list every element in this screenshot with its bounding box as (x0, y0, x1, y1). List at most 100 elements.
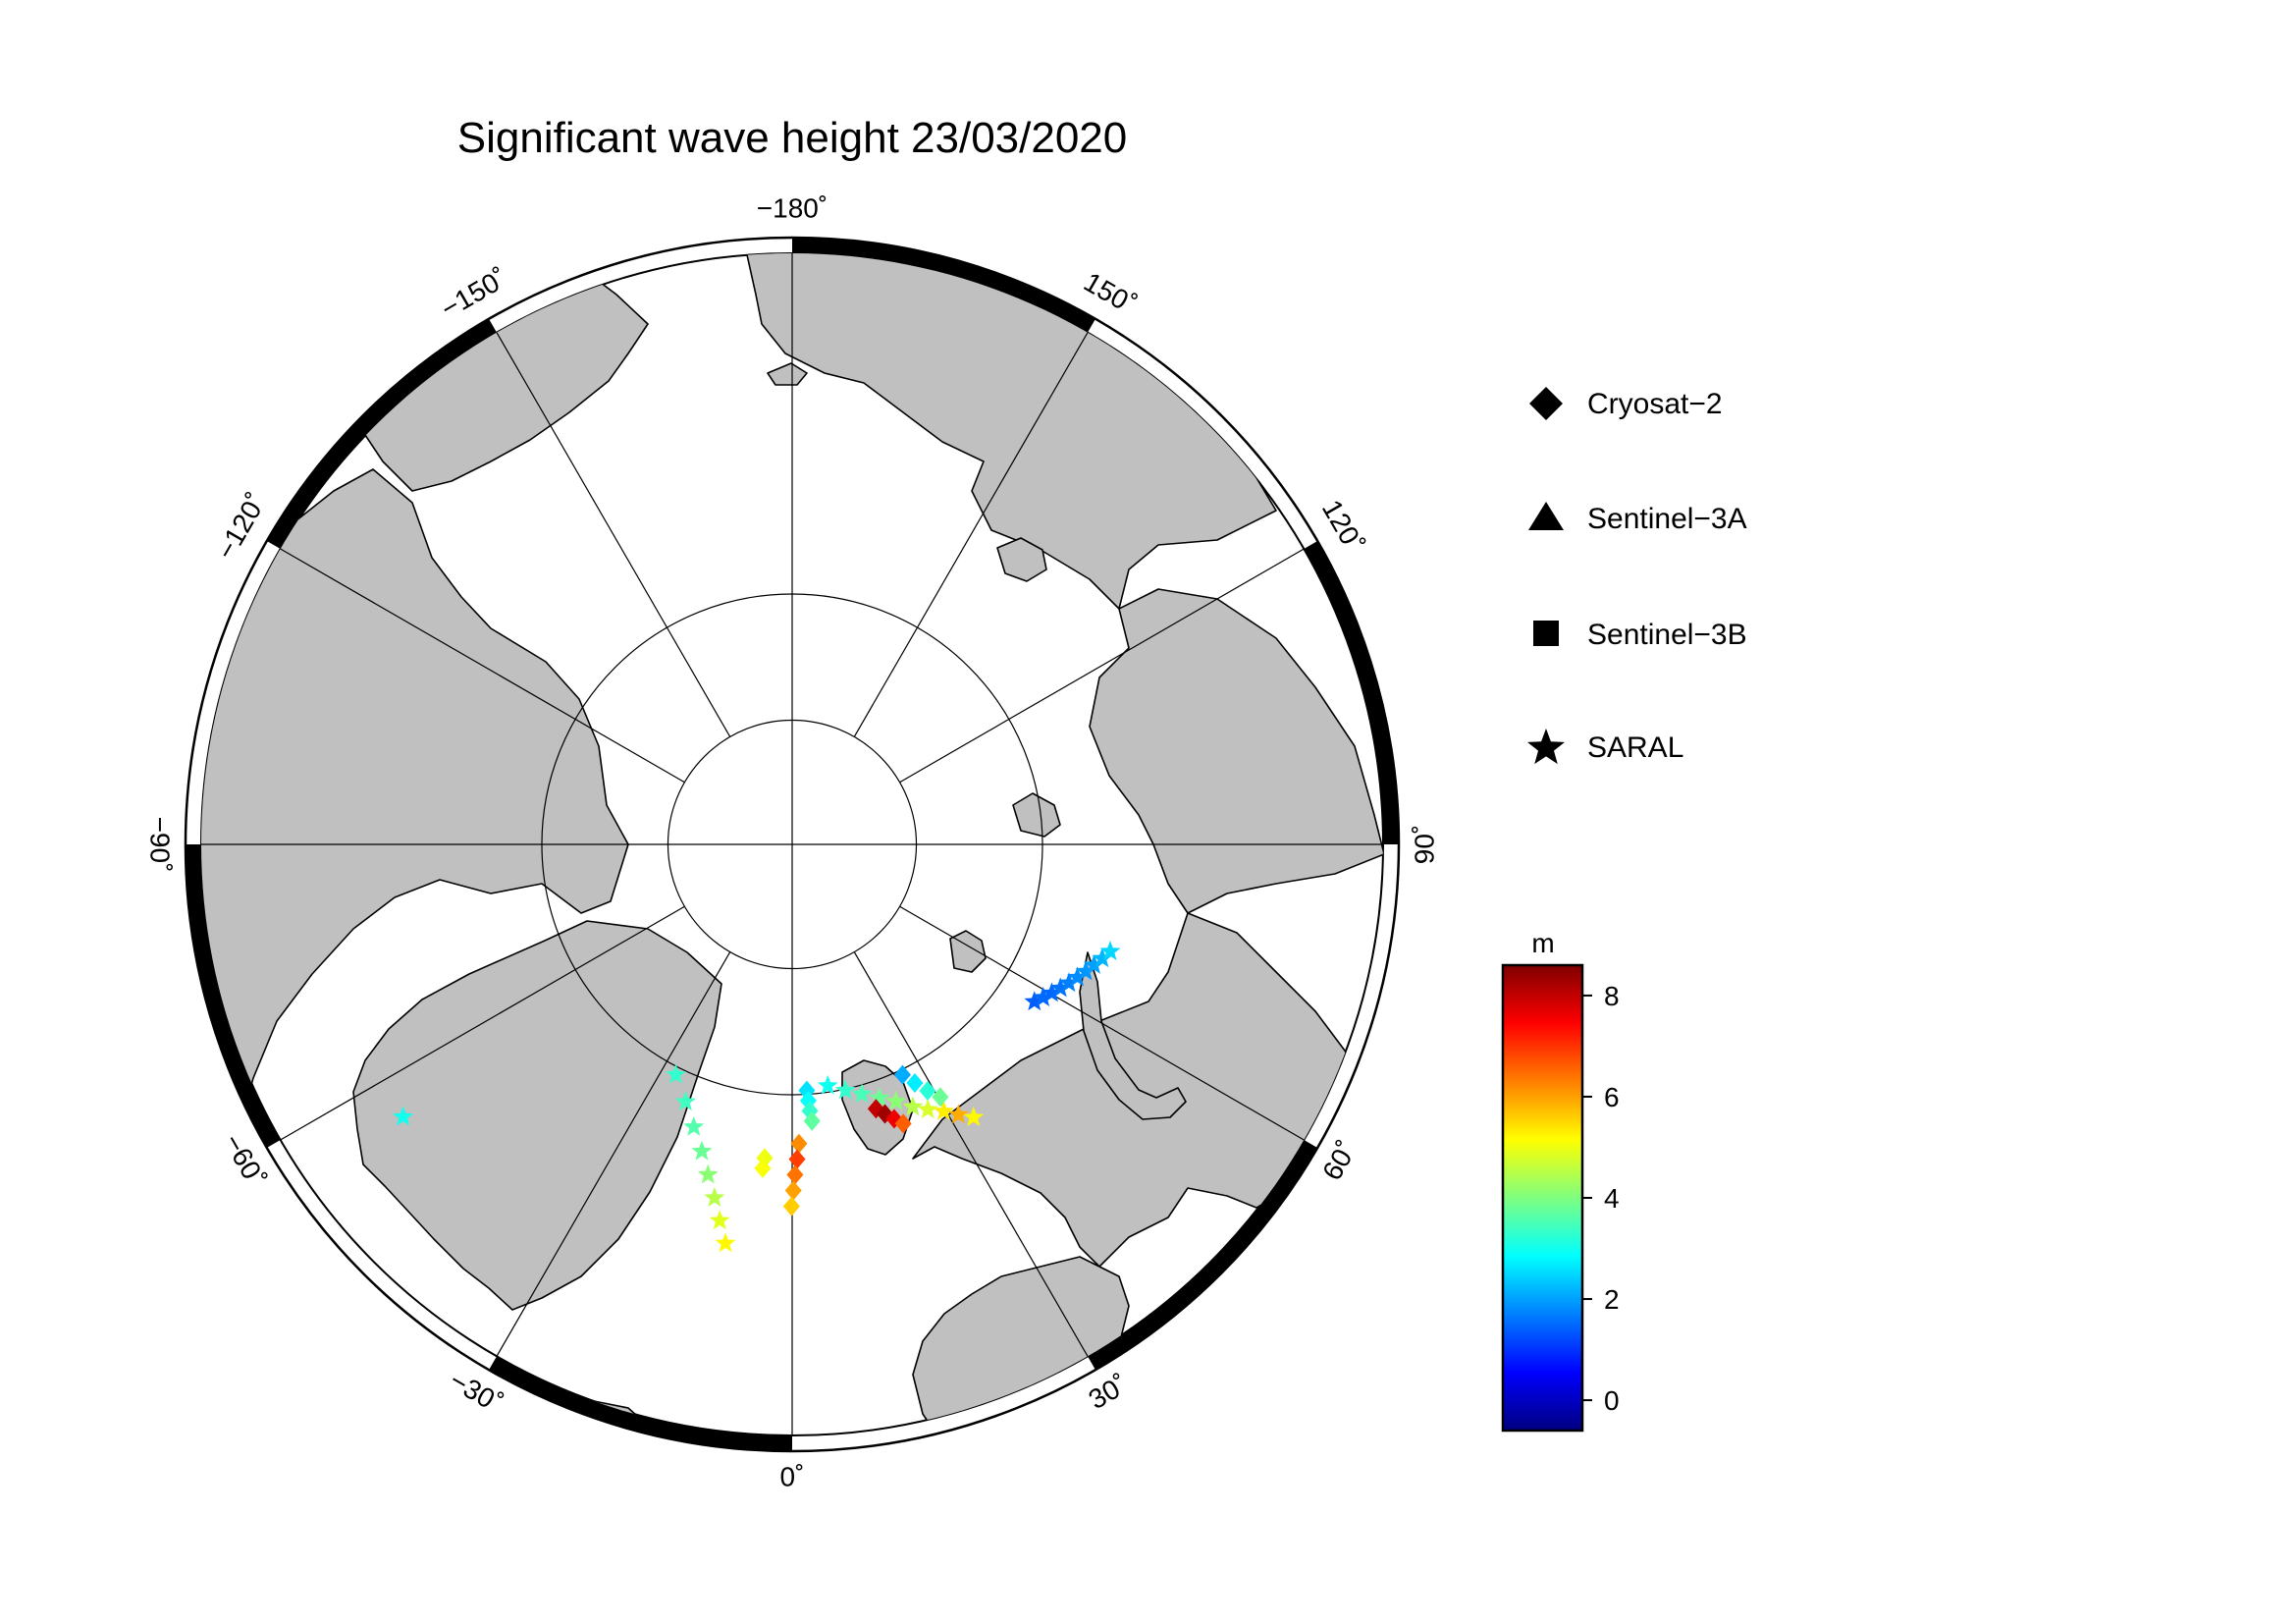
diamond-icon (1529, 387, 1563, 420)
star-marker (834, 1079, 856, 1100)
meridian-line (280, 548, 685, 784)
colorbar-tick-label: 8 (1604, 981, 1620, 1011)
frame-tick-segment (791, 238, 1095, 333)
longitude-label: 60˚ (1316, 1136, 1362, 1186)
longitude-label: −180˚ (757, 192, 828, 223)
satellite-tracks (393, 941, 1121, 1253)
diamond-marker (932, 1087, 949, 1108)
diamond-marker (788, 1149, 806, 1169)
legend-label: SARAL (1587, 731, 1683, 764)
graticule (201, 253, 1383, 1435)
star-marker (947, 1104, 969, 1124)
meridian-line (899, 905, 1305, 1141)
star-marker (683, 1115, 705, 1136)
triangle-icon (1528, 502, 1564, 530)
meridian-line (280, 905, 685, 1141)
track-star (666, 1063, 736, 1253)
star-marker (704, 1187, 725, 1207)
star-marker (1092, 947, 1113, 968)
legend-item-sentinel-3b: Sentinel−3B (1533, 619, 1747, 651)
colorbar-tick-label: 4 (1604, 1183, 1620, 1214)
star-marker (963, 1107, 985, 1127)
diamond-marker (790, 1133, 808, 1154)
star-marker (1067, 966, 1089, 987)
frame-tick-segment (1304, 541, 1399, 845)
colorbar: m 8 6 4 2 0 (1501, 928, 1620, 1433)
star-marker (1084, 954, 1105, 974)
legend-label: Sentinel−3B (1587, 619, 1747, 651)
diamond-marker (894, 1113, 912, 1134)
meridian-line (496, 332, 731, 737)
landmass-new-siberian-islands (996, 537, 1047, 582)
legend-label: Sentinel−3A (1587, 503, 1747, 535)
landmass-severnaya-zemlya (1012, 792, 1061, 838)
star-marker (851, 1083, 873, 1104)
legend-item-cryosat-2: Cryosat−2 (1529, 387, 1723, 420)
diamond-marker (919, 1080, 936, 1101)
colorbar-unit: m (1531, 928, 1554, 958)
star-marker (1058, 972, 1080, 993)
track-diamond (798, 1080, 821, 1131)
frame-tick-segment (489, 1356, 793, 1451)
frame-tick-segment (1087, 1139, 1318, 1371)
longitude-label: 30˚ (1084, 1369, 1134, 1415)
star-marker (917, 1099, 938, 1119)
legend-label: Cryosat−2 (1587, 388, 1723, 420)
meridian-line (853, 951, 1089, 1357)
star-marker (666, 1063, 686, 1084)
diamond-marker (784, 1180, 802, 1201)
colorbar-ticks: 8 6 4 2 0 (1582, 981, 1620, 1416)
track-diamond (867, 1099, 912, 1134)
colorbar-tick-label: 0 (1604, 1385, 1620, 1416)
star-marker (885, 1090, 907, 1110)
star-marker (1024, 991, 1045, 1011)
track-star (393, 1106, 414, 1126)
diamond-marker (754, 1158, 772, 1178)
star-marker (709, 1210, 730, 1230)
star-icon (1526, 729, 1566, 765)
colorbar-tick-label: 6 (1604, 1082, 1620, 1112)
star-marker (1075, 960, 1096, 981)
track-star (1024, 941, 1121, 1011)
square-icon (1533, 621, 1559, 646)
track-star (817, 1074, 985, 1127)
meridian-line (496, 951, 731, 1357)
star-marker (691, 1140, 713, 1161)
star-marker (715, 1232, 736, 1253)
diamond-marker (906, 1073, 924, 1094)
star-marker (869, 1087, 890, 1108)
star-marker (1041, 982, 1062, 1002)
track-diamond (754, 1148, 774, 1178)
meridian-line (899, 548, 1305, 784)
colorbar-tick-label: 2 (1604, 1284, 1620, 1315)
map-frame-ticks (186, 238, 1399, 1451)
track-diamond (782, 1133, 808, 1217)
colorbar-ramp (1501, 963, 1584, 1433)
longitude-label: 120˚ (1316, 495, 1370, 558)
satellite-legend: Cryosat−2 Sentinel−3A Sentinel−3B SARAL (1526, 387, 1747, 765)
frame-tick-segment (266, 318, 498, 550)
star-marker (817, 1074, 838, 1095)
frame-tick-segment (186, 843, 281, 1148)
star-marker (697, 1163, 719, 1184)
star-marker (393, 1106, 414, 1126)
star-marker (902, 1096, 924, 1116)
polar-map: −180˚150˚120˚90˚60˚30˚0˚−30˚−60˚−90˚−120… (145, 192, 1440, 1491)
star-marker (1099, 941, 1121, 960)
landmass-scandinavia (912, 1256, 1130, 1435)
diamond-marker (782, 1196, 800, 1217)
legend-item-saral: SARAL (1526, 729, 1683, 765)
star-marker (1049, 977, 1071, 998)
legend-item-sentinel-3a: Sentinel−3A (1528, 502, 1747, 535)
meridian-line (853, 332, 1089, 737)
map-title: Significant wave height 23/03/2020 (457, 114, 1128, 162)
landmass-novaya-zemlya (1079, 951, 1187, 1120)
longitude-label: 0˚ (780, 1461, 805, 1491)
star-marker (1033, 987, 1054, 1006)
diamond-marker (803, 1110, 821, 1131)
longitude-label: 150˚ (1079, 266, 1142, 320)
landmass-siberia-central (1089, 588, 1383, 914)
track-diamond (893, 1064, 949, 1108)
longitude-label: −90˚ (145, 817, 176, 873)
